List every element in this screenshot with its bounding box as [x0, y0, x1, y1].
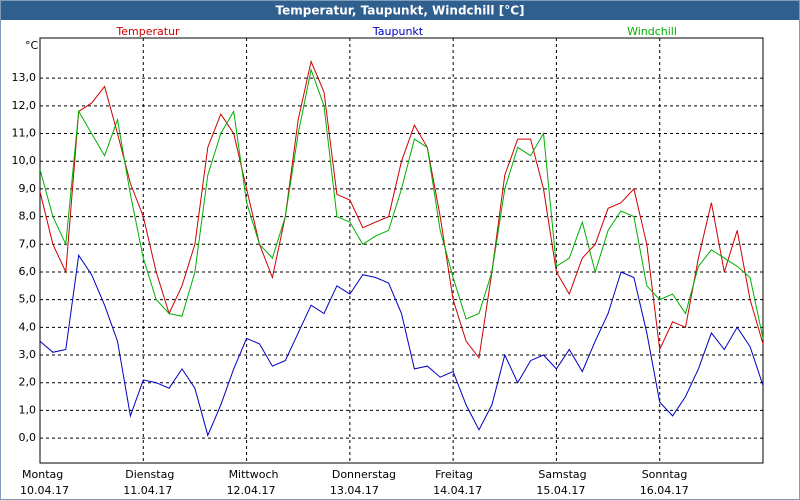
x-tick-date: 11.04.17: [123, 484, 172, 497]
legend-label: Windchill: [627, 25, 677, 38]
y-unit: °C: [25, 39, 39, 52]
x-tick-date: 12.04.17: [227, 484, 276, 497]
x-tick-label: Mittwoch: [229, 468, 279, 481]
legend-label: Taupunkt: [372, 25, 424, 38]
y-tick-label: 12,0: [12, 99, 37, 112]
y-tick-label: 11,0: [12, 127, 37, 140]
plot-border: [39, 37, 764, 464]
y-tick-label: 5,0: [19, 293, 37, 306]
y-tick-label: 2,0: [19, 376, 37, 389]
series-line: [39, 67, 764, 339]
x-tick-label: Sonntag: [642, 468, 688, 481]
x-tick-label: Samstag: [538, 468, 586, 481]
y-tick-label: 13,0: [12, 71, 37, 84]
y-tick-label: 1,0: [19, 403, 37, 416]
x-tick-label: Freitag: [435, 468, 473, 481]
x-tick-label: Dienstag: [125, 468, 174, 481]
x-tick-date: 10.04.17: [20, 484, 69, 497]
y-tick-label: 7,0: [19, 237, 37, 250]
series-line: [39, 253, 764, 437]
x-tick-label: Montag: [22, 468, 63, 481]
y-tick-label: 3,0: [19, 348, 37, 361]
x-tick-label: Donnerstag: [332, 468, 396, 481]
legend-label: Temperatur: [115, 25, 180, 38]
x-tick-date: 15.04.17: [536, 484, 585, 497]
x-tick-date: 14.04.17: [433, 484, 482, 497]
series-line: [39, 59, 764, 360]
chart-title: Temperatur, Taupunkt, Windchill [°C]: [276, 4, 525, 18]
x-tick-date: 16.04.17: [640, 484, 689, 497]
title-bar: [1, 1, 799, 20]
y-tick-label: 4,0: [19, 320, 37, 333]
y-tick-label: 10,0: [12, 154, 37, 167]
y-tick-label: 9,0: [19, 182, 37, 195]
y-tick-label: 8,0: [19, 210, 37, 223]
x-tick-date: 13.04.17: [330, 484, 379, 497]
y-tick-label: 6,0: [19, 265, 37, 278]
y-tick-label: 0,0: [19, 431, 37, 444]
